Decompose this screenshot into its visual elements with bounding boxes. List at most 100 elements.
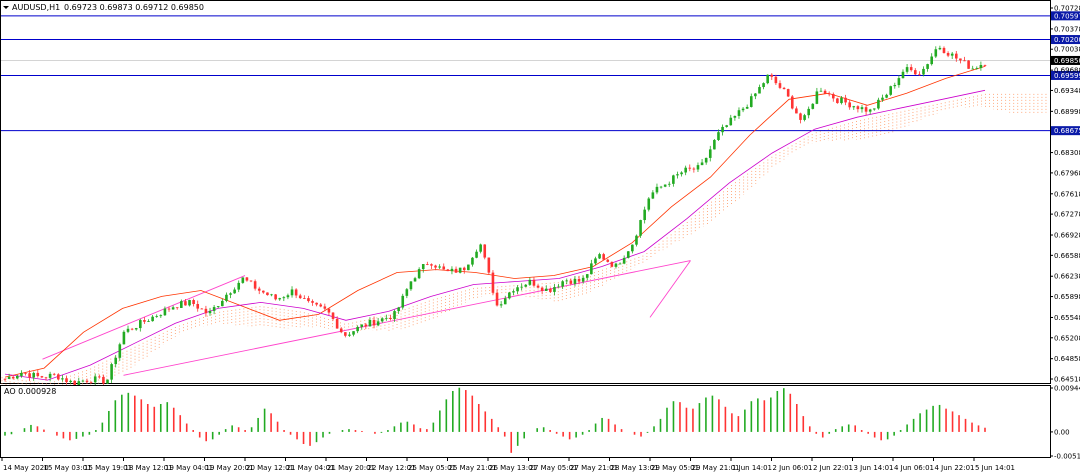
candle-body bbox=[963, 60, 966, 62]
y-tick-label: 0.67278 bbox=[1054, 211, 1080, 219]
candle-body bbox=[913, 70, 917, 75]
candle-body bbox=[229, 293, 232, 295]
candle-body bbox=[848, 102, 851, 108]
x-tick-label: 19 May 20:01 bbox=[206, 464, 254, 472]
price-axis: 0.70728 0.70378 0.70038 0.69688 0.69348 0.689… bbox=[1050, 5, 1080, 384]
candle-body bbox=[344, 332, 347, 336]
candle-body bbox=[118, 344, 122, 358]
candle-body bbox=[61, 378, 64, 380]
candle-body bbox=[294, 289, 298, 296]
candle-body bbox=[823, 90, 827, 94]
candle-body bbox=[253, 281, 257, 289]
candle-body bbox=[733, 115, 737, 118]
candle-body bbox=[438, 266, 441, 268]
x-tick-label: 3 Jun 14:01 bbox=[854, 464, 894, 472]
x-tick-label: 29 May 21:01 bbox=[692, 464, 740, 472]
y-tick-label: 0.68998 bbox=[1054, 108, 1080, 116]
candle-body bbox=[495, 292, 499, 306]
candle-body bbox=[663, 184, 667, 187]
candle-body bbox=[713, 139, 716, 150]
candle-body bbox=[376, 321, 380, 326]
y-tick-label: 0.70728 bbox=[1054, 5, 1080, 13]
candle-body bbox=[81, 380, 85, 382]
candle-body bbox=[462, 267, 466, 271]
candle-body bbox=[836, 98, 839, 104]
candle-body bbox=[143, 320, 146, 322]
candle-body bbox=[159, 315, 163, 317]
x-tick-label: 4 Jun 22:01 bbox=[935, 464, 975, 472]
candle-body bbox=[393, 311, 396, 319]
candle-body bbox=[594, 258, 597, 264]
candle-body bbox=[245, 277, 249, 281]
candle-body bbox=[983, 64, 987, 66]
candle-body bbox=[561, 281, 564, 287]
candle-body bbox=[844, 97, 847, 103]
candle-body bbox=[442, 266, 446, 270]
candle-body bbox=[643, 209, 646, 221]
y-tick-label: 0.66928 bbox=[1054, 232, 1080, 240]
x-tick-label: 20 May 12:01 bbox=[246, 464, 294, 472]
candle-body bbox=[700, 162, 704, 166]
candle-body bbox=[676, 174, 679, 176]
candle-body bbox=[565, 280, 569, 282]
candle-body bbox=[659, 186, 663, 188]
candle-body bbox=[926, 64, 929, 69]
x-tick-label: 22 May 12:01 bbox=[368, 464, 416, 472]
y-tick-label: 0.70378 bbox=[1054, 25, 1080, 33]
candle-body bbox=[167, 308, 171, 310]
candle-body bbox=[106, 379, 109, 384]
ao-plot-background bbox=[0, 385, 1051, 458]
candle-body bbox=[126, 328, 130, 332]
candle-body bbox=[360, 324, 364, 327]
candle-body bbox=[434, 265, 437, 268]
candle-body bbox=[610, 261, 614, 267]
x-tick-label: 5 Jun 14:01 bbox=[975, 464, 1015, 472]
candle-body bbox=[774, 76, 778, 84]
candle-body bbox=[380, 318, 384, 322]
candle-body bbox=[938, 47, 942, 50]
ohlc-values: 0.69723 0.69873 0.69712 0.69850 bbox=[64, 3, 204, 12]
y-tick-label: 0.69348 bbox=[1054, 87, 1080, 95]
candle-body bbox=[52, 373, 56, 375]
candle-body bbox=[192, 300, 195, 305]
candle-body bbox=[877, 99, 880, 109]
candle-body bbox=[672, 175, 675, 184]
candle-body bbox=[417, 269, 421, 279]
candle-body bbox=[585, 274, 589, 278]
candle-body bbox=[430, 264, 433, 266]
candle-body bbox=[409, 281, 413, 290]
candle-body bbox=[3, 378, 7, 380]
candle-body bbox=[979, 64, 983, 69]
candle-body bbox=[335, 318, 339, 329]
trendline bbox=[42, 275, 246, 360]
x-tick-label: 21 May 20:01 bbox=[327, 464, 375, 472]
candle-body bbox=[475, 251, 478, 258]
candle-body bbox=[48, 373, 52, 378]
candle-body bbox=[684, 167, 687, 173]
candle-body bbox=[225, 294, 228, 301]
candle-body bbox=[544, 288, 548, 291]
candle-body bbox=[954, 53, 958, 59]
candle-body bbox=[270, 294, 273, 296]
candle-body bbox=[815, 91, 819, 104]
current-price-tag bbox=[1051, 55, 1080, 65]
candle-body bbox=[134, 328, 138, 330]
candlesticks bbox=[3, 45, 987, 388]
candle-body bbox=[754, 93, 757, 97]
candle-body bbox=[532, 279, 536, 286]
candle-body bbox=[864, 107, 868, 112]
candle-body bbox=[471, 257, 474, 265]
candle-body bbox=[274, 294, 277, 300]
candle-body bbox=[77, 381, 81, 386]
candle-body bbox=[28, 373, 31, 378]
candle-body bbox=[549, 288, 552, 292]
candle-body bbox=[885, 94, 888, 98]
candle-body bbox=[339, 328, 343, 333]
candle-body bbox=[24, 372, 27, 374]
candle-body bbox=[606, 259, 610, 262]
candle-body bbox=[528, 279, 532, 285]
chevron-down-icon[interactable] bbox=[3, 6, 9, 9]
y-tick-label: 0.66588 bbox=[1054, 252, 1080, 260]
candle-body bbox=[622, 257, 626, 264]
